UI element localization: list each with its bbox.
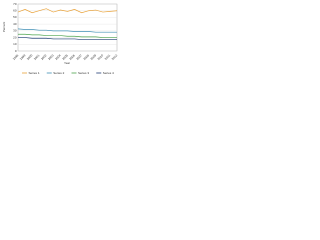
x-tick-label: 1998 <box>12 53 20 61</box>
x-tick-label: 2009 <box>89 53 97 61</box>
legend-label: Series 2 <box>53 71 64 75</box>
y-tick-label: 40 <box>13 22 17 26</box>
legend-label: Series 3 <box>78 71 89 75</box>
y-tick-label: 60 <box>13 9 17 13</box>
legend-label: Series 4 <box>103 71 114 75</box>
y-tick-label: 30 <box>13 29 17 33</box>
legend-label: Series 1 <box>29 71 40 75</box>
x-tick-label: 1999 <box>19 53 27 61</box>
x-tick-label: 2007 <box>75 53 83 61</box>
x-tick-label: 2004 <box>54 53 62 61</box>
x-axis-label: Year <box>64 61 70 65</box>
x-tick-label: 2012 <box>111 53 119 61</box>
series-line <box>18 33 117 38</box>
x-tick-label: 2003 <box>47 53 55 61</box>
y-axis-label: Percent <box>2 22 6 33</box>
x-tick-label: 2008 <box>82 53 90 61</box>
y-tick-label: 0 <box>15 49 17 53</box>
series-line <box>18 37 117 40</box>
y-tick-label: 50 <box>13 15 17 19</box>
x-tick-label: 2001 <box>33 53 41 61</box>
y-tick-label: 10 <box>13 42 17 46</box>
y-tick-label: 20 <box>13 35 17 39</box>
y-tick-label: 70 <box>13 2 17 6</box>
x-tick-label: 2005 <box>61 53 69 61</box>
x-tick-label: 2000 <box>26 53 34 61</box>
page: {"chart_data": {"type": "line", "x_label… <box>0 0 119 80</box>
series-line <box>17 28 117 33</box>
x-tick-label: 2010 <box>97 53 105 61</box>
chart: Percent Year 0 10 20 30 40 50 60 70 1998 1999 2000… <box>2 2 119 75</box>
x-tick-label: 2011 <box>104 53 112 61</box>
series-line <box>17 8 118 14</box>
x-tick-label: 2002 <box>40 53 48 61</box>
x-tick-label: 2006 <box>68 53 76 61</box>
